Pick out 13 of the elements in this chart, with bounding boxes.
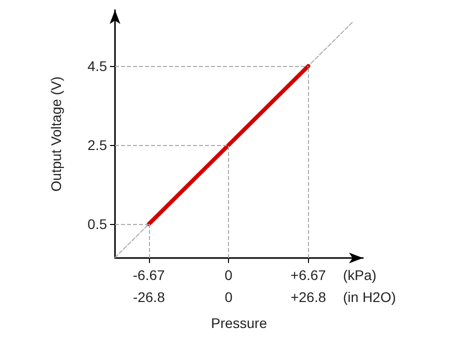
- y-tick-label: 0.5: [88, 216, 108, 232]
- y-tick-label: 2.5: [88, 137, 108, 154]
- x-tick-label: -6.67: [132, 267, 165, 283]
- x2-tick-label: 0: [224, 289, 233, 305]
- x2-tick-label: +26.8: [290, 289, 326, 305]
- x-tick-label: 0: [224, 267, 233, 283]
- text: (in H2O): [343, 289, 396, 305]
- y-axis-title: Output Voltage (V): [48, 76, 64, 192]
- x-axis-title: Pressure: [210, 315, 268, 331]
- text: (kPa): [343, 267, 376, 283]
- x-tick-label: +6.67: [290, 267, 326, 283]
- x2-tick-label: -26.8: [132, 289, 166, 305]
- y-tick-label: 4.5: [88, 58, 108, 74]
